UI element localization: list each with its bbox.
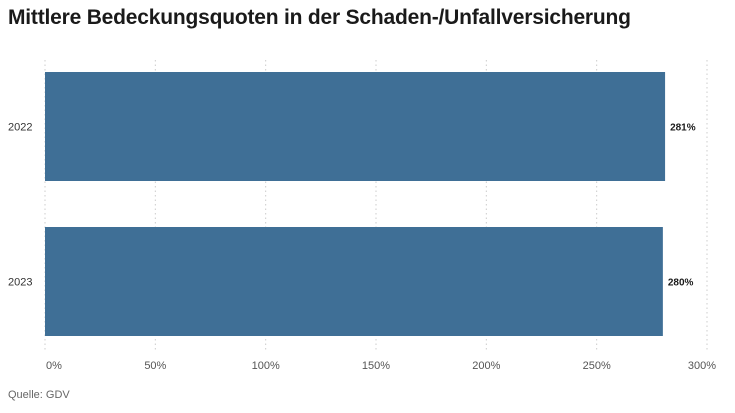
x-tick-label: 150% bbox=[362, 360, 390, 372]
x-tick-label: 300% bbox=[688, 360, 716, 372]
data-label: 281% bbox=[670, 123, 696, 134]
chart-title: Mittlere Bedeckungsquoten in der Schaden… bbox=[8, 6, 631, 29]
bars bbox=[45, 72, 666, 336]
category-label: 2022 bbox=[8, 122, 32, 134]
x-tick-label: 100% bbox=[252, 360, 280, 372]
x-tick-label: 50% bbox=[144, 360, 166, 372]
category-label: 2023 bbox=[8, 277, 32, 289]
data-label: 280% bbox=[668, 278, 694, 289]
x-tick-label: 0% bbox=[46, 360, 62, 372]
gridlines bbox=[44, 60, 708, 350]
x-tick-label: 250% bbox=[583, 360, 611, 372]
labels: 0% 50% 100% 150% 200% 250% 300% 2022 281% 2023 280… bbox=[8, 122, 716, 373]
x-tick-label: 200% bbox=[472, 360, 500, 372]
bar-2023 bbox=[45, 227, 663, 336]
bar-2022 bbox=[45, 72, 666, 181]
source-note: Quelle: GDV bbox=[8, 389, 70, 401]
